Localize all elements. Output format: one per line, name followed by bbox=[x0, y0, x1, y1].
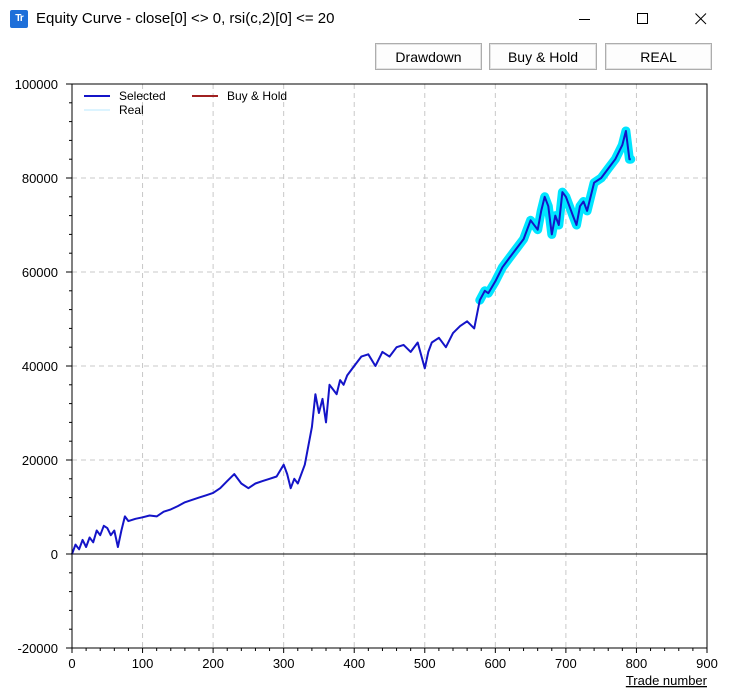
chart-series bbox=[71, 126, 636, 555]
legend-label: Real bbox=[119, 103, 144, 117]
minimize-icon bbox=[579, 19, 590, 20]
maximize-button[interactable] bbox=[614, 0, 672, 38]
y-tick-label: 100000 bbox=[15, 77, 58, 92]
legend-label: Buy & Hold bbox=[227, 89, 287, 103]
x-tick-label: 800 bbox=[626, 656, 648, 671]
close-button[interactable] bbox=[672, 0, 730, 38]
y-tick-label: 60000 bbox=[22, 265, 58, 280]
x-tick-label: 0 bbox=[68, 656, 75, 671]
y-tick-label: 40000 bbox=[22, 359, 58, 374]
y-tick-label: 0 bbox=[51, 547, 58, 562]
y-tick-label: 20000 bbox=[22, 453, 58, 468]
axis-tick-labels: 0 100 200 300 400 500 600 700 800 900 -20000 0 20000… bbox=[15, 77, 718, 671]
y-tick-label: -20000 bbox=[18, 641, 58, 656]
window-title: Equity Curve - close[0] <> 0, rsi(c,2)[0… bbox=[36, 10, 335, 27]
x-tick-label: 600 bbox=[484, 656, 506, 671]
y-tick-label: 80000 bbox=[22, 171, 58, 186]
title-bar: Tr Equity Curve - close[0] <> 0, rsi(c,2… bbox=[0, 0, 731, 38]
close-icon bbox=[695, 13, 707, 25]
series-line-selected bbox=[71, 130, 631, 555]
real-button[interactable]: REAL bbox=[605, 43, 712, 70]
drawdown-button[interactable]: Drawdown bbox=[375, 43, 482, 70]
x-tick-label: 700 bbox=[555, 656, 577, 671]
axis-ticks bbox=[66, 83, 708, 653]
legend-label: Selected bbox=[119, 89, 166, 103]
maximize-icon bbox=[637, 13, 648, 24]
x-axis-label: Trade number bbox=[626, 673, 708, 688]
x-tick-label: 200 bbox=[202, 656, 224, 671]
minimize-button[interactable] bbox=[556, 0, 614, 38]
x-tick-label: 900 bbox=[696, 656, 718, 671]
x-tick-label: 500 bbox=[414, 656, 436, 671]
buy-hold-button[interactable]: Buy & Hold bbox=[489, 43, 597, 70]
x-tick-label: 100 bbox=[132, 656, 154, 671]
x-tick-label: 400 bbox=[343, 656, 365, 671]
chart-legend: Selected Buy & Hold Real bbox=[84, 89, 287, 117]
tt-app-icon: Tr bbox=[10, 10, 28, 28]
x-tick-label: 300 bbox=[273, 656, 295, 671]
